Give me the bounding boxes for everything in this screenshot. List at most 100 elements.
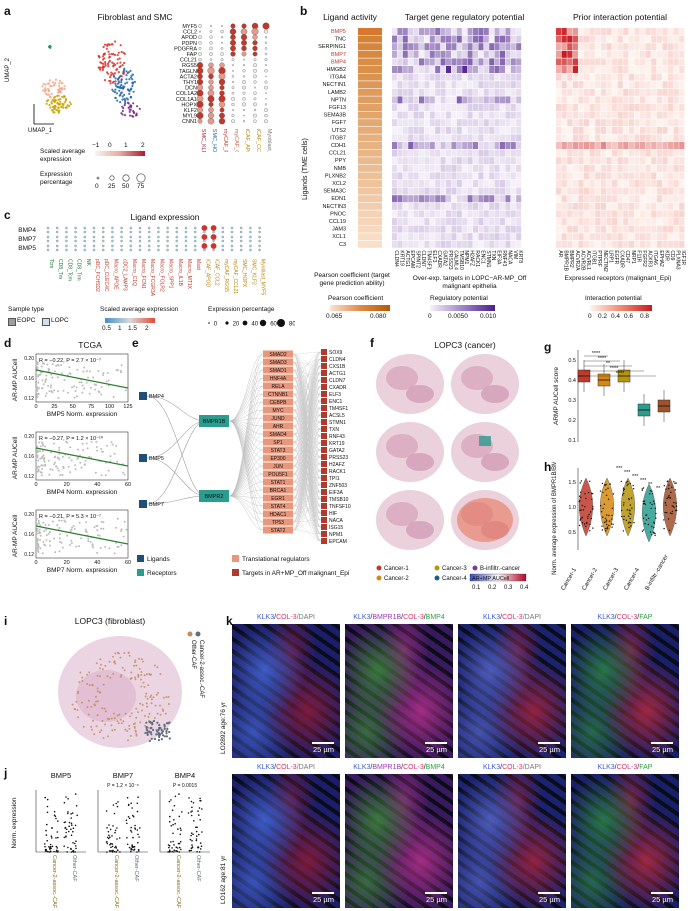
e-legend-label: Targets in AR+MP_Off malignant_Epi: [242, 570, 349, 577]
dotplot-a-dot: [218, 101, 226, 108]
interaction-cell: [600, 73, 606, 81]
h-point: [586, 522, 588, 525]
j-point: [70, 834, 73, 836]
umap-point: [111, 72, 114, 75]
k-title-segment: COL-3: [502, 764, 523, 771]
target-label: CLDN7: [420, 250, 426, 267]
h-sig-label: ***: [624, 470, 631, 476]
target-node: [321, 384, 327, 390]
regulatory-cell: [424, 187, 430, 195]
dotplot-a-dot: [198, 57, 202, 62]
scatter-point: [111, 443, 114, 446]
regulatory-cell: [483, 104, 489, 111]
c-dot: [212, 248, 215, 252]
regulatory-cell: [473, 210, 478, 218]
c-dot: [138, 248, 142, 252]
dotplot-a-dot: [196, 67, 204, 75]
network-link: [228, 457, 264, 497]
interaction-cell: [679, 149, 685, 157]
regulatory-cell: [510, 180, 516, 187]
interaction-cell: [640, 157, 646, 165]
scatter-point: [116, 460, 119, 463]
interaction-cell: [561, 180, 567, 187]
other-caf-spot: [110, 724, 113, 727]
dotplot-a-dot: [220, 47, 224, 50]
regulatory-cell: [435, 195, 441, 203]
regulatory-cell: [408, 88, 414, 96]
c-dot: [65, 226, 68, 230]
regulatory-cell: [467, 142, 473, 149]
dotplot-a-dot: [242, 75, 246, 78]
interaction-cell: [668, 50, 674, 58]
j-point: [176, 847, 179, 849]
umap-point: [114, 80, 117, 83]
j-point: [137, 841, 139, 844]
interaction-cell: [662, 210, 668, 218]
interaction-cell: [589, 240, 595, 248]
receptor-label: AR: [557, 250, 563, 257]
c-dot: [203, 239, 206, 243]
h-point: [667, 518, 670, 520]
regulatory-cell: [413, 119, 419, 127]
umap-point: [121, 109, 124, 113]
regulatory-cell: [510, 240, 516, 248]
regulatory-cell: [397, 149, 403, 157]
interaction-cell: [651, 50, 657, 58]
other-caf-spot: [96, 700, 99, 703]
interaction-cell: [668, 81, 674, 89]
scatter-point: [92, 376, 95, 379]
interaction-cell: [561, 187, 567, 195]
regulatory-cell: [483, 187, 489, 195]
j-point: [55, 817, 57, 820]
b-col3-title: Prior interaction potential: [572, 12, 668, 22]
c-dot: [129, 239, 133, 243]
interaction-cell: [673, 172, 679, 180]
umap-point: [128, 90, 131, 93]
panel-e-label: e: [132, 336, 139, 350]
interaction-cell: [679, 142, 685, 149]
target-label: KRT19: [398, 250, 404, 266]
j-point: [188, 797, 190, 799]
h-point: [664, 502, 666, 504]
scatter-point: [71, 526, 74, 529]
interaction-cell: [572, 195, 578, 203]
interaction-cell: [606, 210, 612, 218]
scatter-point: [39, 450, 42, 453]
other-caf-spot: [146, 705, 149, 708]
regulatory-cell: [429, 142, 435, 149]
other-caf-spot: [144, 714, 146, 717]
network-link: [228, 417, 264, 497]
interaction-cell: [556, 88, 562, 96]
network-link: [292, 463, 322, 467]
interaction-cell: [561, 58, 567, 66]
other-caf-spot: [164, 712, 167, 715]
scatter-point: [41, 441, 43, 444]
interaction-cell: [584, 149, 590, 157]
other-caf-spot: [156, 712, 159, 715]
h-sig-label: ***: [616, 466, 623, 472]
umap-point: [131, 78, 134, 81]
umap-point: [50, 101, 53, 104]
scatter-point: [43, 460, 46, 463]
regulator-node-label: STAT2: [271, 528, 286, 534]
regulatory-cell: [456, 149, 462, 157]
regulatory-cell: [424, 180, 430, 187]
b-leg2-t0: 0: [428, 313, 432, 320]
c-dot: [221, 244, 225, 248]
interaction-cell: [679, 210, 685, 218]
j-point: [172, 832, 174, 835]
interaction-cell: [656, 35, 662, 43]
interaction-cell: [606, 104, 612, 111]
other-caf-spot: [154, 704, 157, 707]
scatter-ytick: 0.20: [24, 356, 34, 362]
scatter-point: [41, 455, 44, 458]
other-caf-spot: [76, 692, 79, 695]
regulatory-cell: [413, 88, 419, 96]
regulatory-cell: [424, 240, 430, 248]
scatter-point: [35, 518, 38, 520]
c-dot: [166, 230, 169, 234]
scatter-xtick: 20: [64, 482, 70, 488]
regulatory-cell: [500, 50, 505, 58]
interaction-cell: [673, 50, 679, 58]
c-dot: [157, 226, 160, 230]
